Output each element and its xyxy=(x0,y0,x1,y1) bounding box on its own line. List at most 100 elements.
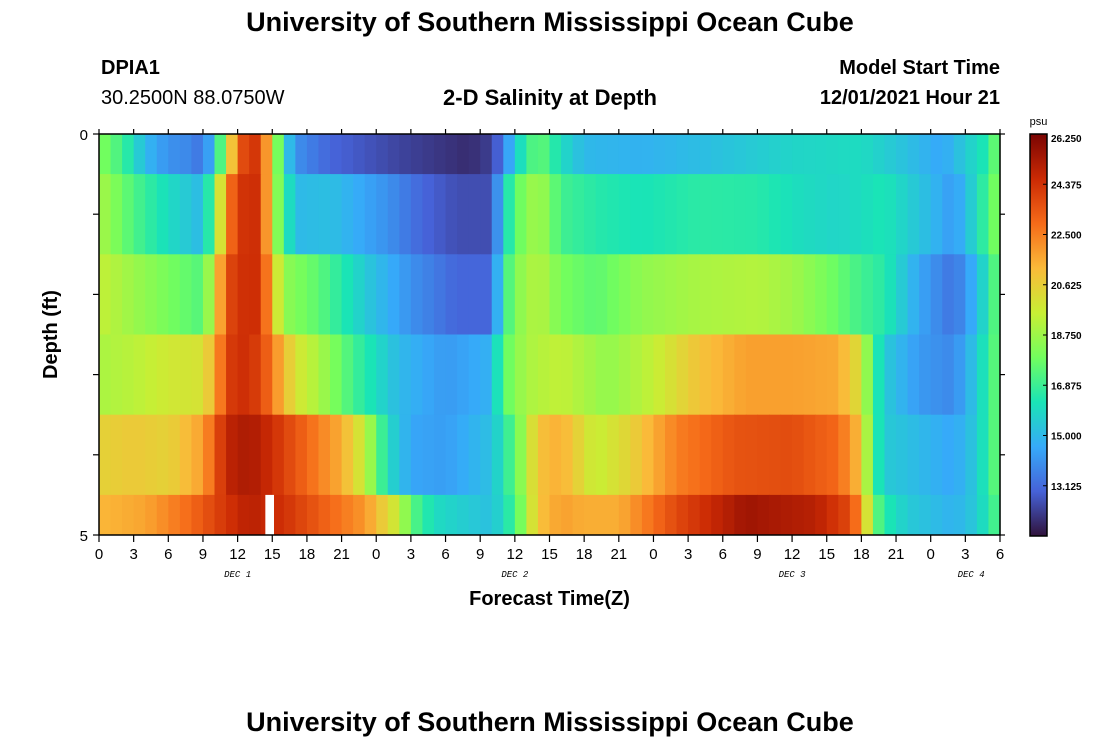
heatmap-cell xyxy=(99,134,112,175)
heatmap-cell xyxy=(780,174,793,255)
heatmap-cell xyxy=(711,414,724,496)
heatmap-cell xyxy=(318,334,331,416)
x-tick-label: 3 xyxy=(961,546,969,563)
x-tick-label: 0 xyxy=(649,546,657,563)
heatmap-cell xyxy=(457,174,470,255)
heatmap-cell xyxy=(376,254,389,335)
y-tick-label: 5 xyxy=(80,528,88,545)
heatmap-cell xyxy=(722,254,735,335)
heatmap-cell xyxy=(734,174,747,255)
heatmap-cell xyxy=(364,334,377,416)
heatmap-cell xyxy=(988,414,1001,496)
heatmap-cell xyxy=(526,414,539,496)
heatmap-cell xyxy=(503,334,516,416)
heatmap-cell xyxy=(191,494,204,536)
heatmap-cell xyxy=(618,414,631,496)
heatmap-cell xyxy=(561,494,574,536)
heatmap-cell xyxy=(526,494,539,536)
heatmap-cell xyxy=(572,494,585,536)
heatmap-cell xyxy=(757,334,770,416)
x-tick-label: 18 xyxy=(299,546,316,563)
heatmap-cell xyxy=(676,494,689,536)
heatmap-cell xyxy=(272,494,285,536)
heatmap-cell xyxy=(283,174,296,255)
heatmap-cell xyxy=(861,134,874,175)
heatmap-cell xyxy=(896,174,909,255)
heatmap-cell xyxy=(122,254,135,335)
heatmap-cell xyxy=(849,174,862,255)
heatmap-cell xyxy=(410,494,424,536)
heatmap-cell xyxy=(145,134,158,175)
heatmap-cell xyxy=(202,334,216,416)
heatmap-cell xyxy=(861,494,874,536)
heatmap-cell xyxy=(665,134,678,175)
heatmap-cell xyxy=(549,254,562,335)
heatmap-cell xyxy=(665,174,678,255)
heatmap-cell xyxy=(942,494,955,536)
heatmap-cell xyxy=(260,174,273,255)
heatmap-cell xyxy=(179,134,193,175)
heatmap-cell xyxy=(768,414,782,496)
heatmap-cell xyxy=(179,494,193,536)
y-axis: 05 xyxy=(80,127,1005,545)
heatmap-cell xyxy=(676,134,689,175)
heatmap-cell xyxy=(376,334,389,416)
heatmap-cell xyxy=(641,334,655,416)
x-tick-label: 6 xyxy=(719,546,727,563)
heatmap-cell xyxy=(745,134,759,175)
heatmap-cell xyxy=(607,414,620,496)
colorbar-tick-label: 24.375 xyxy=(1051,180,1082,191)
heatmap-cell xyxy=(468,174,481,255)
heatmap-cell xyxy=(168,494,181,536)
heatmap-cell xyxy=(930,134,943,175)
heatmap-cell xyxy=(480,254,493,335)
heatmap-cell xyxy=(422,414,435,496)
heatmap-cell xyxy=(537,134,551,175)
heatmap-cell xyxy=(826,334,839,416)
heatmap-cell xyxy=(745,414,759,496)
heatmap-cell xyxy=(330,134,343,175)
heatmap-cell xyxy=(122,174,135,255)
x-tick-label: 21 xyxy=(888,546,905,563)
heatmap-cell xyxy=(341,334,354,416)
heatmap-cell xyxy=(491,414,504,496)
heatmap-cell xyxy=(399,334,412,416)
heatmap-cell xyxy=(202,414,216,496)
heatmap-cell xyxy=(99,414,112,496)
heatmap-cell xyxy=(376,494,389,536)
heatmap-cell xyxy=(688,494,701,536)
heatmap-cell xyxy=(803,414,816,496)
heatmap-cell xyxy=(537,414,551,496)
x-tick-label: 6 xyxy=(441,546,449,563)
heatmap-cell xyxy=(491,334,504,416)
heatmap-cell xyxy=(630,134,643,175)
heatmap-cell xyxy=(537,494,551,536)
heatmap-cell xyxy=(433,134,447,175)
heatmap-cell xyxy=(711,254,724,335)
heatmap-cell xyxy=(953,334,966,416)
heatmap-cell xyxy=(330,414,343,496)
heatmap-cell xyxy=(976,414,990,496)
heatmap-cell xyxy=(179,414,193,496)
heatmap-cell xyxy=(919,174,932,255)
heatmap-cell xyxy=(676,174,689,255)
heatmap-cell xyxy=(249,334,262,416)
heatmap-cell xyxy=(872,174,886,255)
heatmap-cell xyxy=(364,414,377,496)
heatmap-cell xyxy=(988,254,1001,335)
heatmap-cell xyxy=(306,414,320,496)
heatmap-cell xyxy=(445,494,458,536)
heatmap-cell xyxy=(884,134,897,175)
heatmap-cell xyxy=(445,254,458,335)
heatmap-cell xyxy=(526,134,539,175)
heatmap-cell xyxy=(295,134,308,175)
heatmap-cell xyxy=(919,334,932,416)
heatmap-cell xyxy=(145,494,158,536)
heatmap-cell xyxy=(480,414,493,496)
heatmap-cell xyxy=(711,494,724,536)
heatmap-cell xyxy=(445,134,458,175)
heatmap-cell xyxy=(907,134,920,175)
heatmap-cell xyxy=(849,254,862,335)
heatmap-cell xyxy=(780,254,793,335)
heatmap-cell xyxy=(422,174,435,255)
